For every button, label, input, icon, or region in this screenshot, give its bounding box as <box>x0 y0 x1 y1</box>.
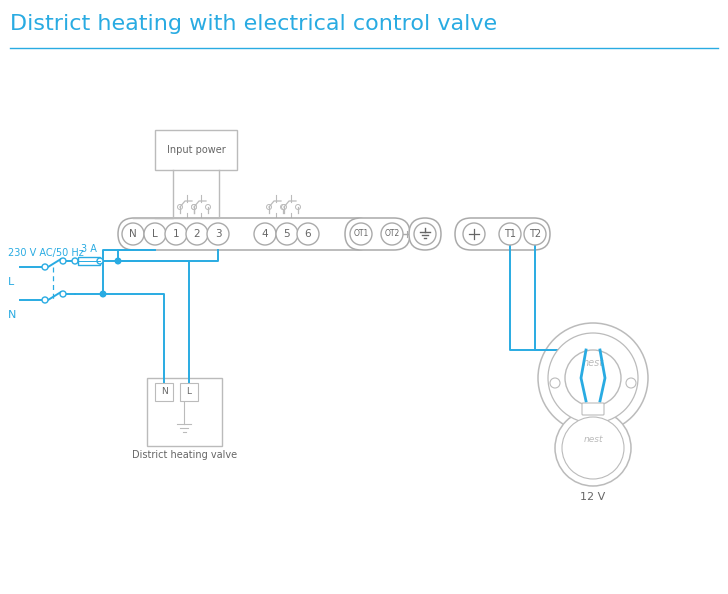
Circle shape <box>297 223 319 245</box>
Text: nest: nest <box>583 435 603 444</box>
Text: 1: 1 <box>173 229 179 239</box>
Text: Input power: Input power <box>167 145 226 155</box>
Circle shape <box>548 333 638 423</box>
Circle shape <box>186 223 208 245</box>
Text: 230 V AC/50 Hz: 230 V AC/50 Hz <box>8 248 84 258</box>
Circle shape <box>463 223 485 245</box>
Text: OT1: OT1 <box>353 229 368 239</box>
Circle shape <box>178 204 183 210</box>
Text: L: L <box>186 387 191 397</box>
Text: 2: 2 <box>194 229 200 239</box>
Text: L: L <box>152 229 158 239</box>
Text: OT2: OT2 <box>384 229 400 239</box>
Circle shape <box>562 417 624 479</box>
Text: T1: T1 <box>504 229 516 239</box>
Text: 4: 4 <box>261 229 269 239</box>
Circle shape <box>191 204 197 210</box>
Text: nest: nest <box>582 358 604 368</box>
FancyBboxPatch shape <box>155 130 237 170</box>
Text: District heating with electrical control valve: District heating with electrical control… <box>10 14 497 34</box>
Circle shape <box>254 223 276 245</box>
Circle shape <box>296 204 301 210</box>
Circle shape <box>280 204 285 210</box>
Circle shape <box>381 223 403 245</box>
Circle shape <box>42 264 48 270</box>
Circle shape <box>550 378 560 388</box>
Circle shape <box>114 258 122 264</box>
Circle shape <box>42 297 48 303</box>
Circle shape <box>165 223 187 245</box>
Circle shape <box>555 410 631 486</box>
FancyBboxPatch shape <box>147 378 222 446</box>
FancyBboxPatch shape <box>180 383 198 401</box>
FancyBboxPatch shape <box>78 257 100 265</box>
Circle shape <box>97 258 103 264</box>
Circle shape <box>282 204 287 210</box>
Text: N: N <box>129 229 137 239</box>
FancyBboxPatch shape <box>118 218 373 250</box>
FancyBboxPatch shape <box>582 403 604 415</box>
FancyBboxPatch shape <box>345 218 410 250</box>
Circle shape <box>499 223 521 245</box>
FancyBboxPatch shape <box>455 218 550 250</box>
Circle shape <box>276 223 298 245</box>
Text: L: L <box>8 277 15 287</box>
FancyBboxPatch shape <box>409 218 441 250</box>
Circle shape <box>350 223 372 245</box>
Circle shape <box>60 258 66 264</box>
Circle shape <box>266 204 272 210</box>
Circle shape <box>565 350 621 406</box>
Circle shape <box>60 291 66 297</box>
Text: 3 A: 3 A <box>81 244 97 254</box>
Circle shape <box>538 323 648 433</box>
Circle shape <box>191 204 197 210</box>
Circle shape <box>207 223 229 245</box>
Text: 3: 3 <box>215 229 221 239</box>
Text: 12 V: 12 V <box>580 492 606 502</box>
Circle shape <box>100 290 106 298</box>
Text: T2: T2 <box>529 229 541 239</box>
Circle shape <box>205 204 210 210</box>
Circle shape <box>72 258 78 264</box>
Text: 5: 5 <box>284 229 290 239</box>
Circle shape <box>626 378 636 388</box>
Text: N: N <box>161 387 167 397</box>
Text: District heating valve: District heating valve <box>132 450 237 460</box>
FancyBboxPatch shape <box>155 383 173 401</box>
Text: 6: 6 <box>305 229 312 239</box>
Circle shape <box>122 223 144 245</box>
Circle shape <box>414 223 436 245</box>
Text: N: N <box>8 310 16 320</box>
Circle shape <box>524 223 546 245</box>
Circle shape <box>144 223 166 245</box>
